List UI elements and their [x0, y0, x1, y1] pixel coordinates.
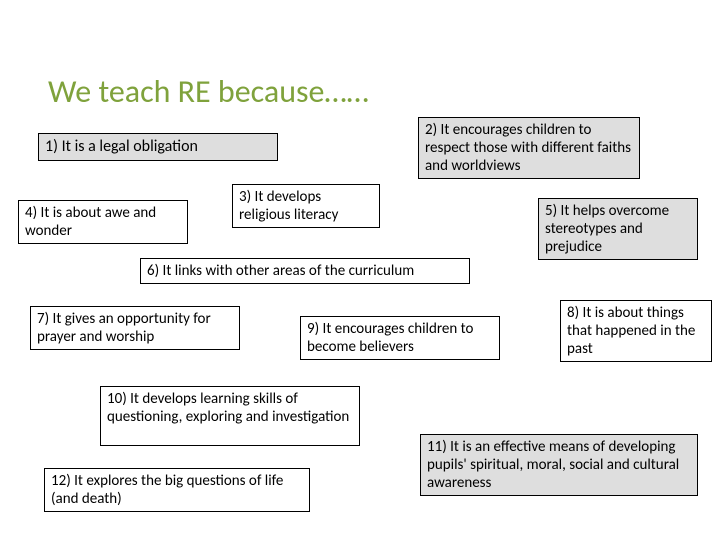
- reason-box-12: 12) It explores the big questions of lif…: [44, 468, 310, 512]
- reason-box-5: 5) It helps overcome stereotypes and pre…: [538, 198, 698, 260]
- reason-box-11: 11) It is an effective means of developi…: [420, 434, 698, 496]
- reason-box-1: 1) It is a legal obligation: [38, 133, 278, 161]
- reason-box-9: 9) It encourages children to become beli…: [300, 316, 500, 360]
- reason-box-6: 6) It links with other areas of the curr…: [140, 258, 470, 284]
- reason-box-2: 2) It encourages children to respect tho…: [418, 117, 640, 179]
- reason-box-8: 8) It is about things that happened in t…: [560, 300, 712, 362]
- reason-box-10: 10) It develops learning skills of quest…: [100, 386, 360, 446]
- slide-title: We teach RE because……: [48, 72, 369, 111]
- reason-box-4: 4) It is about awe and wonder: [18, 200, 188, 244]
- reason-box-3: 3) It develops religious literacy: [232, 184, 380, 228]
- reason-box-7: 7) It gives an opportunity for prayer an…: [30, 306, 240, 350]
